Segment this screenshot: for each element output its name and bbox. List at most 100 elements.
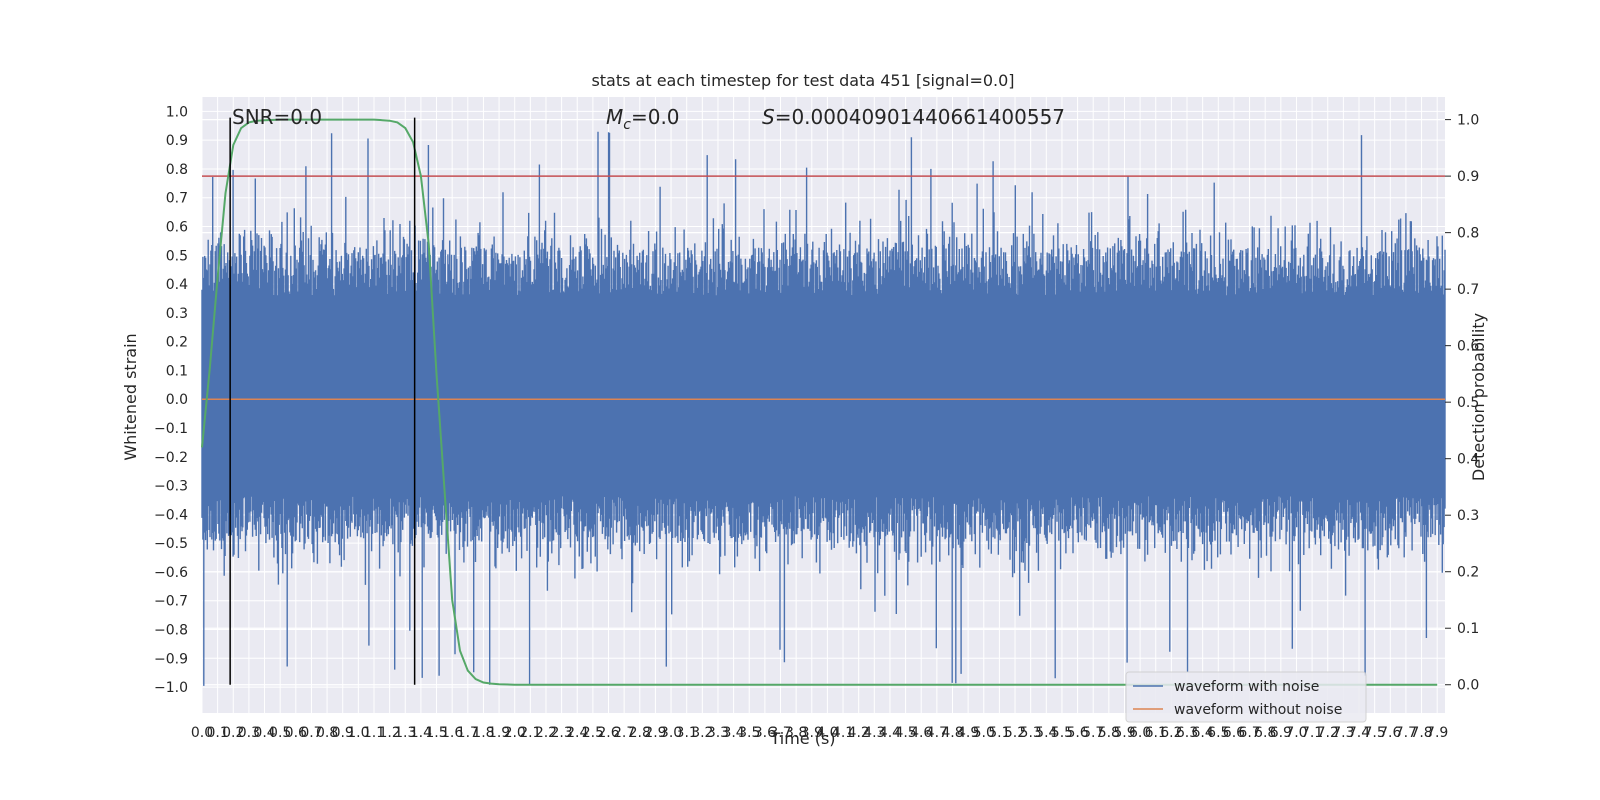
y-right-tick-label: 0.3 (1457, 508, 1479, 524)
legend-label-noise: waveform with noise (1174, 679, 1319, 695)
y-tick-label: −0.1 (154, 421, 188, 437)
x-tick-label: 0.6 (285, 725, 307, 741)
y-tick-label: 0.0 (166, 392, 188, 408)
x-tick-label: 2.2 (535, 725, 557, 741)
x-tick-label: 4.1 (832, 725, 854, 741)
x-tick-label: 3.1 (676, 725, 698, 741)
y-axis-ticks: −1.0 −0.9 −0.8 −0.7 −0.6 −0.5 −0.4 −0.3 −0.2 −0.1… (154, 104, 188, 696)
x-tick-label: 1.4 (410, 725, 432, 741)
y-tick-label: 0.3 (166, 306, 188, 322)
x-tick-label: 6.1 (1145, 725, 1167, 741)
x-tick-label: 3.3 (707, 725, 729, 741)
y-axis-label: Whitened strain (121, 333, 140, 460)
x-tick-label: 0.0 (191, 725, 213, 741)
y-right-tick-label: 0.1 (1457, 621, 1479, 637)
x-tick-label: 6.4 (1192, 725, 1214, 741)
y-right-tick-label: 0.6 (1457, 339, 1479, 355)
x-tick-label: 3.4 (722, 725, 744, 741)
x-tick-label: 1.0 (347, 725, 369, 741)
x-tick-label: 6.3 (1176, 725, 1198, 741)
y-tick-label: 0.2 (166, 335, 188, 351)
annotation-mc-sub: c (623, 117, 631, 133)
x-tick-label: 0.8 (316, 725, 338, 741)
x-tick-label: 0.4 (253, 725, 275, 741)
y-tick-label: 0.5 (166, 248, 188, 264)
y-tick-label: 0.7 (166, 191, 188, 207)
x-tick-label: 3.6 (754, 725, 776, 741)
x-tick-label: 0.1 (207, 725, 229, 741)
y-tick-label: −0.2 (154, 450, 188, 466)
y-tick-label: 0.6 (166, 220, 188, 236)
x-tick-label: 4.0 (816, 725, 838, 741)
y-tick-label: 1.0 (166, 104, 188, 120)
x-tick-label: 2.6 (597, 725, 619, 741)
y-right-tick-label: 0.7 (1457, 282, 1479, 298)
x-tick-label: 3.2 (691, 725, 713, 741)
legend-box (1125, 671, 1367, 723)
x-tick-label: 0.7 (300, 725, 322, 741)
x-tick-label: 3.0 (660, 725, 682, 741)
x-tick-label: 5.8 (1098, 725, 1120, 741)
x-tick-label: 0.2 (222, 725, 244, 741)
x-tick-label: 2.3 (550, 725, 572, 741)
x-tick-label: 7.4 (1348, 725, 1370, 741)
y-tick-label: −0.6 (154, 565, 188, 581)
y-tick-label: −0.3 (154, 479, 188, 495)
x-tick-label: 7.6 (1379, 725, 1401, 741)
annotation-s: S=0.00040901440661400557 (762, 105, 1065, 129)
x-tick-label: 3.7 (769, 725, 791, 741)
x-tick-label: 1.8 (472, 725, 494, 741)
x-tick-label: 6.8 (1254, 725, 1276, 741)
x-tick-label: 1.7 (457, 725, 479, 741)
x-tick-label: 5.7 (1082, 725, 1104, 741)
x-tick-label: 1.5 (425, 725, 447, 741)
x-tick-label: 6.5 (1207, 725, 1229, 741)
x-tick-label: 5.3 (1020, 725, 1042, 741)
x-tick-label: 7.1 (1301, 725, 1323, 741)
x-tick-label: 6.7 (1238, 725, 1260, 741)
y-tick-label: 0.8 (166, 162, 188, 178)
x-tick-label: 6.6 (1223, 725, 1245, 741)
x-tick-label: 4.9 (957, 725, 979, 741)
y-tick-label: −0.8 (154, 623, 188, 639)
x-tick-label: 3.5 (738, 725, 760, 741)
x-tick-label: 2.1 (519, 725, 541, 741)
x-tick-label: 0.3 (238, 725, 260, 741)
y-right-tick-label: 0.5 (1457, 395, 1479, 411)
x-tick-label: 2.7 (613, 725, 635, 741)
x-tick-label: 5.2 (1004, 725, 1026, 741)
x-tick-label: 5.0 (973, 725, 995, 741)
legend-label-clean: waveform without noise (1174, 702, 1342, 718)
y-axis-right-label: Detection probability (1469, 313, 1488, 481)
x-tick-label: 4.7 (926, 725, 948, 741)
x-tick-label: 7.9 (1426, 725, 1448, 741)
y-tick-label: 0.9 (166, 133, 188, 149)
y-tick-label: −0.4 (154, 507, 188, 523)
x-tick-label: 7.3 (1332, 725, 1354, 741)
x-tick-label: 4.5 (894, 725, 916, 741)
x-tick-label: 2.5 (582, 725, 604, 741)
x-tick-label: 2.0 (504, 725, 526, 741)
x-tick-label: 2.4 (566, 725, 588, 741)
x-tick-label: 5.4 (1035, 725, 1057, 741)
y-tick-label: 0.1 (166, 363, 188, 379)
x-tick-label: 5.5 (1051, 725, 1073, 741)
annotation-s-value: =0.00040901440661400557 (775, 105, 1065, 129)
x-tick-label: 2.9 (644, 725, 666, 741)
y-tick-label: 0.4 (166, 277, 188, 293)
annotation-mc-symbol: M (606, 105, 623, 129)
x-tick-label: 1.6 (441, 725, 463, 741)
x-tick-label: 4.8 (941, 725, 963, 741)
x-tick-label: 4.6 (910, 725, 932, 741)
annotation-mc-value: =0.0 (631, 105, 680, 129)
x-tick-label: 3.8 (785, 725, 807, 741)
y-tick-label: −1.0 (154, 680, 188, 696)
x-tick-label: 7.7 (1395, 725, 1417, 741)
y-tick-label: −0.7 (154, 594, 188, 610)
x-tick-label: 7.0 (1285, 725, 1307, 741)
x-tick-label: 4.4 (879, 725, 901, 741)
y-right-tick-label: 1.0 (1457, 113, 1479, 129)
x-tick-label: 0.9 (332, 725, 354, 741)
x-tick-label: 1.2 (378, 725, 400, 741)
